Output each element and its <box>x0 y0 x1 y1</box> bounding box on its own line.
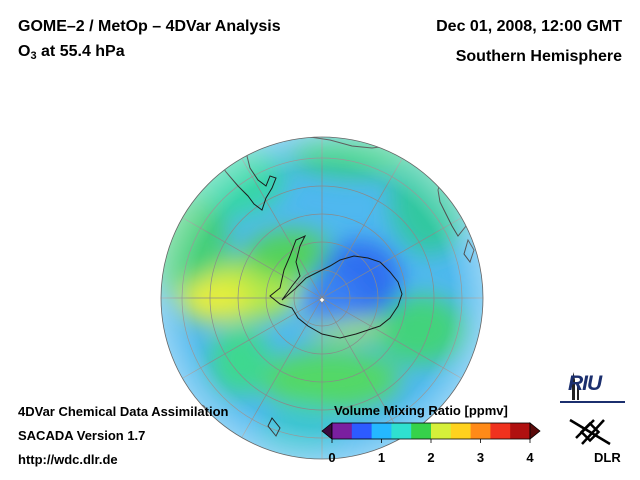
analysis-date: Dec 01, 2008, 12:00 GMT <box>436 18 622 35</box>
riu-logo-icon <box>560 372 625 403</box>
footer-line-2: SACADA Version 1.7 <box>18 428 146 443</box>
colorbar-segment <box>450 423 472 439</box>
colorbar-segment <box>510 423 531 439</box>
colorbar-tick-label: 0 <box>328 450 336 465</box>
colorbar-segment <box>470 423 491 439</box>
species-base: O <box>18 43 31 60</box>
species-subscript: 3 <box>30 50 37 62</box>
species-level: at 55.4 hPa <box>36 43 125 60</box>
colorbar-segment <box>490 423 511 439</box>
dlr-logo-icon <box>569 418 611 446</box>
colorbar-tick-label: 3 <box>476 450 485 465</box>
colorbar-segment <box>391 423 412 439</box>
hemisphere-label: Southern Hemisphere <box>455 48 622 65</box>
colorbar-title: Volume Mixing Ratio [ppmv] <box>334 403 508 418</box>
map-title: GOME–2 / MetOp – 4DVar Analysis <box>18 18 281 35</box>
dlr-logo: DLR <box>594 450 621 465</box>
colorbar-tick-label: 1 <box>377 450 386 465</box>
colorbar-tick-label: 4 <box>526 450 534 465</box>
colorbar <box>321 422 541 443</box>
colorbar-segment <box>351 423 373 439</box>
colorbar-segment <box>411 423 432 439</box>
riu-logo: RIU <box>568 372 602 395</box>
colorbar-tick-label: 2 <box>427 450 435 465</box>
colorbar-segment <box>332 423 353 439</box>
footer-url: http://wdc.dlr.de <box>18 452 118 467</box>
pole-marker-icon: ✦ <box>317 295 326 307</box>
footer-line-1: 4DVar Chemical Data Assimilation <box>18 404 229 419</box>
colorbar-segment <box>431 423 452 439</box>
species-level-label: O3 at 55.4 hPa <box>18 43 125 62</box>
colorbar-segment <box>371 423 392 439</box>
colorbar-over-arrow <box>529 422 541 440</box>
